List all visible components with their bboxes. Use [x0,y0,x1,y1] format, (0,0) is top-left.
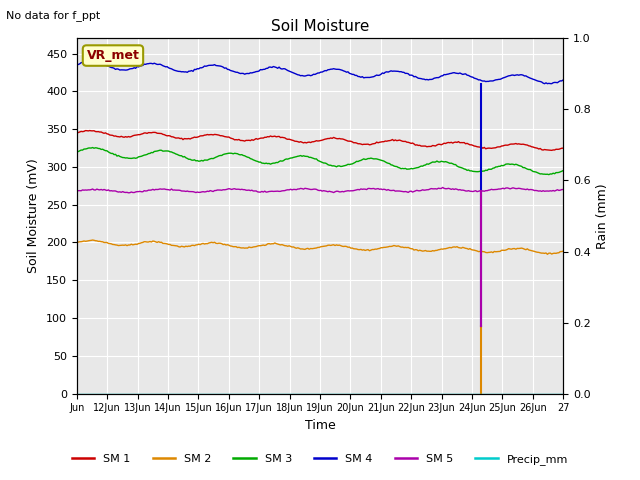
Text: No data for f_ppt: No data for f_ppt [6,10,100,21]
Legend: SM 1, SM 2, SM 3, SM 4, SM 5, Precip_mm: SM 1, SM 2, SM 3, SM 4, SM 5, Precip_mm [68,450,572,469]
Title: Soil Moisture: Soil Moisture [271,20,369,35]
Y-axis label: Rain (mm): Rain (mm) [596,183,609,249]
Text: VR_met: VR_met [86,49,140,62]
Y-axis label: Soil Moisture (mV): Soil Moisture (mV) [28,158,40,274]
X-axis label: Time: Time [305,419,335,432]
